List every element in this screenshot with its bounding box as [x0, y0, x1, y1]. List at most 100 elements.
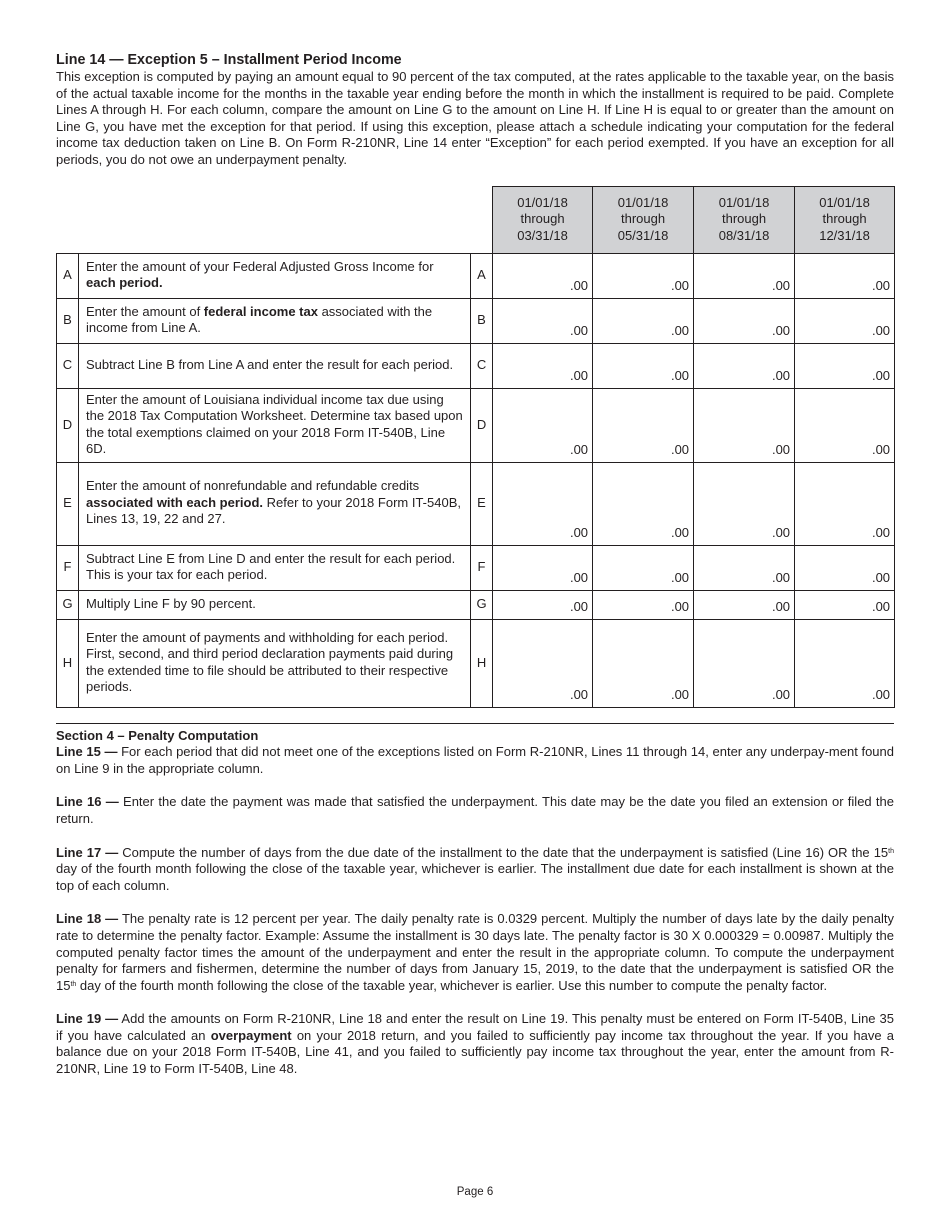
amount-field[interactable]: .00 [693, 252, 796, 299]
section4: Section 4 – Penalty Computation Line 15 … [56, 722, 894, 1078]
column-header-line: through [822, 211, 867, 227]
row-description: Enter the amount of federal income tax a… [78, 297, 471, 344]
text-segment: Subtract Line E from Line D and enter th… [86, 550, 456, 583]
amount-field[interactable]: .00 [693, 297, 796, 344]
row-description: Enter the amount of nonrefundable and re… [78, 461, 471, 546]
amount-field[interactable]: .00 [794, 618, 896, 708]
bold-text: Line 16 — [56, 794, 119, 810]
text-segment: The penalty rate is 12 percent per year.… [56, 911, 894, 993]
amount-field[interactable]: .00 [794, 461, 896, 546]
row-letter-right: C [469, 342, 494, 389]
table-row-line-h: H Enter the amount of payments and withho… [56, 618, 896, 708]
column-header-line: 03/31/18 [517, 227, 568, 243]
table-row-line-b: B Enter the amount of federal income tax … [56, 297, 896, 344]
amount-field[interactable]: .00 [592, 618, 695, 708]
amount-field[interactable]: .00 [492, 387, 594, 463]
section4-paragraph: Line 18 — The penalty rate is 12 percent… [56, 911, 894, 994]
amount-field[interactable]: .00 [794, 342, 896, 389]
text-segment: Enter the amount of [86, 303, 204, 319]
row-letter: A [56, 252, 79, 299]
amount-field[interactable]: .00 [592, 297, 695, 344]
amount-field[interactable]: .00 [693, 618, 796, 708]
row-letter: G [56, 589, 79, 620]
amount-field[interactable]: .00 [794, 589, 896, 620]
amount-field[interactable]: .00 [592, 342, 695, 389]
amount-field[interactable]: .00 [492, 589, 594, 620]
row-letter: E [56, 461, 79, 546]
column-header-line: through [721, 211, 767, 227]
bold-text: Line 18 — [56, 911, 119, 927]
section4-title: Section 4 – Penalty Computation [56, 727, 259, 743]
amount-field[interactable]: .00 [592, 461, 695, 546]
table-row-line-a: A Enter the amount of your Federal Adjust… [56, 252, 896, 299]
amount-field[interactable]: .00 [492, 544, 594, 591]
text-segment: Enter the amount of nonrefundable and re… [86, 478, 420, 494]
text-segment: Enter the amount of Louisiana individual… [86, 391, 463, 457]
bold-text: overpayment [210, 1027, 292, 1043]
section4-paragraph: Line 15 — For each period that did not m… [56, 744, 894, 777]
row-description: Multiply Line F by 90 percent. [78, 589, 471, 620]
column-header-period: 01/01/18 through 12/31/18 [794, 185, 896, 254]
column-header-line: 12/31/18 [819, 227, 870, 243]
amount-field[interactable]: .00 [794, 544, 896, 591]
row-letter-right: F [469, 544, 494, 591]
amount-field[interactable]: .00 [794, 252, 896, 299]
amount-field[interactable]: .00 [592, 544, 695, 591]
row-description: Enter the amount of payments and withhol… [78, 618, 471, 708]
bold-text: each period. [86, 275, 163, 291]
amount-field[interactable]: .00 [794, 387, 896, 463]
amount-field[interactable]: .00 [592, 589, 695, 620]
amount-field[interactable]: .00 [693, 544, 796, 591]
column-header-line: through [620, 211, 666, 227]
section4-paragraph: Line 17 — Compute the number of days fro… [56, 845, 894, 895]
row-letter-right: G [469, 589, 494, 620]
row-letter: H [56, 618, 79, 708]
row-letter: B [56, 297, 79, 344]
amount-field[interactable]: .00 [592, 387, 695, 463]
amount-field[interactable]: .00 [492, 618, 594, 708]
text-segment: on your 2018 return, and you failed to s… [56, 1027, 894, 1077]
row-letter: D [56, 387, 79, 463]
amount-field[interactable]: .00 [693, 387, 796, 463]
bold-text: Line 19 — [56, 1011, 119, 1027]
amount-field[interactable]: .00 [693, 461, 796, 546]
superscript: th [70, 980, 77, 988]
amount-field[interactable]: .00 [592, 252, 695, 299]
text-segment: Enter the amount of your Federal Adjuste… [86, 258, 434, 274]
column-header-line: 01/01/18 [517, 194, 568, 210]
column-header-line: 05/31/18 [617, 227, 669, 243]
amount-field[interactable]: .00 [693, 342, 796, 389]
bold-text: Line 17 — [56, 844, 119, 860]
text-segment: Compute the number of days from the due … [118, 844, 889, 860]
section4-paragraph: Line 16 — Enter the date the payment was… [56, 794, 894, 827]
text-segment: Enter the date the payment was made that… [56, 794, 894, 826]
row-description: Enter the amount of your Federal Adjuste… [78, 252, 471, 299]
row-description: Subtract Line E from Line D and enter th… [78, 544, 471, 591]
row-letter: F [56, 544, 79, 591]
amount-field[interactable]: .00 [492, 252, 594, 299]
row-letter-right: B [469, 297, 494, 344]
text-segment: Multiply Line F by 90 percent. [86, 595, 256, 611]
text-segment: day of the fourth month following the cl… [76, 977, 828, 993]
table-row-line-d: D Enter the amount of Louisiana individua… [56, 387, 896, 463]
row-letter-right: D [469, 387, 494, 463]
amount-field[interactable]: .00 [492, 297, 594, 344]
amount-field[interactable]: .00 [492, 342, 594, 389]
text-segment: Enter the amount of payments and withhol… [86, 629, 454, 695]
table-row-line-c: C Subtract Line B from Line A and enter t… [56, 342, 896, 389]
amount-field[interactable]: .00 [492, 461, 594, 546]
table-row-line-e: E Enter the amount of nonrefundable and r… [56, 461, 896, 546]
column-header-line: 01/01/18 [617, 194, 669, 210]
column-header-line: 01/01/18 [819, 194, 870, 210]
text-segment: Refer to your 2018 Form IT-540B, Lines 1… [86, 494, 461, 527]
amount-field[interactable]: .00 [794, 297, 896, 344]
page-content: Line 14 — Exception 5 – Installment Peri… [56, 52, 896, 1095]
row-description: Subtract Line B from Line A and enter th… [78, 342, 471, 389]
text-segment: For each period that did not meet one of… [56, 744, 894, 776]
column-header-period: 01/01/18 through 03/31/18 [492, 185, 594, 254]
bold-text: associated with each period. [86, 494, 263, 510]
line14-body: This exception is computed by paying an … [56, 69, 894, 167]
column-header-period: 01/01/18 through 05/31/18 [592, 185, 695, 254]
amount-field[interactable]: .00 [693, 589, 796, 620]
row-description: Enter the amount of Louisiana individual… [78, 387, 471, 463]
